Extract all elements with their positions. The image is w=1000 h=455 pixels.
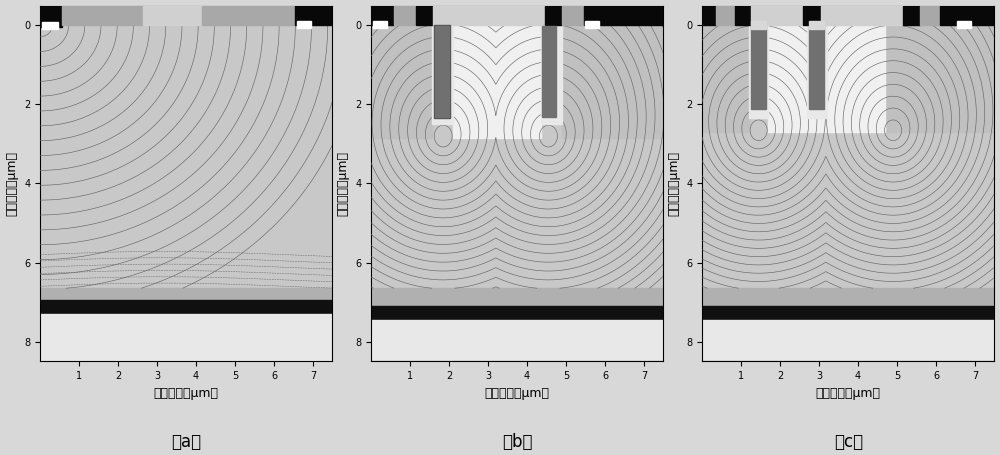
Bar (751, 21, 766, 29)
Bar (143, 5, 202, 25)
Bar (40, 288, 332, 300)
Y-axis label: 纵向尺寸（μm）: 纵向尺寸（μm） (337, 151, 350, 216)
Bar (40, 25, 332, 288)
Bar (940, 5, 994, 25)
X-axis label: 横向尺寸（μm）: 横向尺寸（μm） (816, 387, 881, 399)
Bar (920, 5, 940, 25)
Bar (751, 26, 766, 109)
Bar (751, 5, 803, 25)
Y-axis label: 纵向尺寸（μm）: 纵向尺寸（μm） (668, 151, 681, 216)
Bar (702, 25, 994, 288)
Bar (202, 5, 276, 25)
Bar (40, 300, 332, 314)
Bar (716, 5, 735, 25)
Bar (585, 21, 599, 29)
Bar (371, 320, 663, 359)
Bar (809, 26, 824, 109)
Bar (42, 22, 58, 29)
Bar (735, 5, 751, 25)
Bar (702, 288, 994, 306)
Bar (807, 5, 827, 118)
Bar (40, 314, 332, 373)
Bar (371, 288, 663, 306)
Bar (276, 5, 295, 25)
Bar (435, 26, 449, 117)
Bar (416, 5, 433, 25)
Bar (562, 25, 663, 138)
Text: （b）: （b） (502, 433, 533, 450)
Text: （a）: （a） (171, 433, 201, 450)
Text: （c）: （c） (834, 433, 863, 450)
Bar (62, 5, 143, 25)
Bar (432, 5, 453, 124)
Bar (434, 25, 450, 118)
Bar (702, 25, 749, 132)
Y-axis label: 纵向尺寸（μm）: 纵向尺寸（μm） (6, 151, 19, 216)
Bar (453, 25, 541, 138)
Bar (821, 5, 903, 25)
Bar (768, 25, 885, 132)
Bar (541, 5, 562, 124)
Bar (40, 5, 62, 27)
Bar (809, 21, 824, 29)
Bar (297, 21, 311, 29)
Bar (749, 5, 768, 118)
Bar (373, 21, 387, 29)
Bar (371, 5, 394, 25)
Bar (433, 5, 545, 25)
Bar (702, 320, 994, 359)
Bar (394, 5, 416, 25)
Bar (371, 25, 432, 138)
Bar (542, 26, 556, 117)
Bar (584, 5, 663, 25)
Bar (562, 5, 584, 25)
Bar (885, 25, 994, 132)
Bar (545, 5, 562, 25)
Bar (803, 5, 821, 25)
Bar (295, 5, 332, 25)
X-axis label: 横向尺寸（μm）: 横向尺寸（μm） (485, 387, 550, 399)
X-axis label: 横向尺寸（μm）: 横向尺寸（μm） (154, 387, 219, 399)
Bar (434, 25, 450, 118)
Bar (371, 25, 663, 288)
Bar (371, 306, 663, 320)
Bar (702, 306, 994, 320)
Bar (903, 5, 920, 25)
Bar (957, 21, 971, 29)
Bar (702, 5, 716, 25)
